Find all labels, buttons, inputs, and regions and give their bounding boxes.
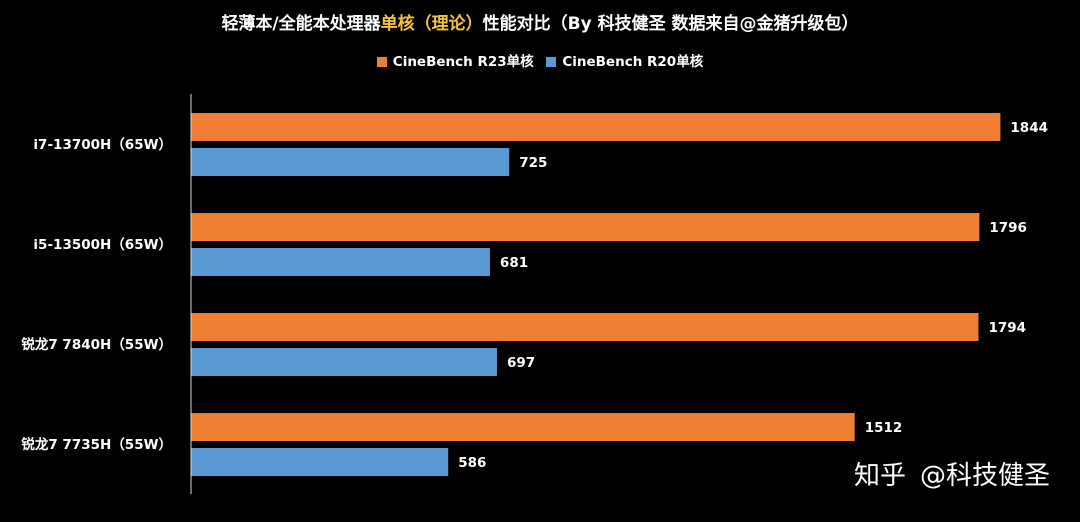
legend-swatch-r20 <box>546 57 557 67</box>
bar-r20 <box>191 248 490 276</box>
legend-label-r20: CineBench R20单核 <box>562 54 704 70</box>
bar-r23 <box>191 413 855 441</box>
watermark: 知乎 @科技健圣 <box>854 455 1050 492</box>
bar-r23 <box>191 213 980 241</box>
bar-r23 <box>191 313 979 341</box>
data-label-r23: 1796 <box>989 220 1027 236</box>
watermark-brand: 知乎 <box>853 461 906 491</box>
bar-r20 <box>191 148 510 176</box>
data-label-r23: 1794 <box>988 320 1026 336</box>
category-label: i7-13700H（65W） <box>33 137 172 153</box>
data-label-r23: 1844 <box>1010 120 1048 136</box>
legend-item-r20: CineBench R20单核 <box>546 50 703 70</box>
bar-r20 <box>191 348 497 376</box>
legend: CineBench R23单核 CineBench R20单核 <box>0 50 1080 70</box>
bar-r20 <box>191 448 449 476</box>
title-part1: 轻薄本/全能本处理器 <box>221 14 381 34</box>
data-label-r20: 697 <box>507 355 535 371</box>
title-highlight: 单核（理论） <box>380 14 483 34</box>
category-label: 锐龙7 7735H（55W） <box>21 436 172 453</box>
bar-r23 <box>191 113 1001 141</box>
legend-swatch-r23 <box>376 57 387 67</box>
category-label: i5-13500H（65W） <box>33 237 172 253</box>
data-label-r20: 725 <box>519 155 547 171</box>
legend-item-r23: CineBench R23单核 <box>376 50 534 70</box>
category-label: 锐龙7 7840H（55W） <box>21 336 172 353</box>
data-label-r20: 681 <box>500 255 528 271</box>
watermark-handle: @科技健圣 <box>919 461 1050 491</box>
title-part2: 性能对比（By 科技健圣 数据来自@金猪升级包） <box>482 14 859 34</box>
legend-label-r23: CineBench R23单核 <box>392 54 534 70</box>
data-label-r23: 1512 <box>865 420 903 436</box>
chart-title: 轻薄本/全能本处理器单核（理论）性能对比（By 科技健圣 数据来自@金猪升级包） <box>0 9 1080 34</box>
data-label-r20: 586 <box>458 455 486 471</box>
